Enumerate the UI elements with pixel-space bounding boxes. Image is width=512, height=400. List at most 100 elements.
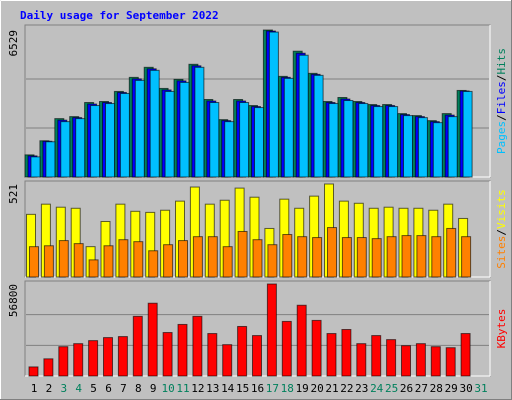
bar xyxy=(445,347,456,377)
bar xyxy=(30,156,41,178)
bar xyxy=(430,346,441,377)
bar xyxy=(267,244,278,278)
x-tick-label: 9 xyxy=(150,382,157,395)
legend-entry: Sites xyxy=(495,236,508,269)
legend: Pages/Files/Hits xyxy=(495,48,508,154)
bar xyxy=(58,240,69,278)
bar xyxy=(358,103,369,178)
bar xyxy=(43,358,54,377)
bar xyxy=(341,329,352,377)
bar xyxy=(252,239,263,278)
bar xyxy=(75,118,86,178)
bar xyxy=(73,343,84,377)
x-tick-label: 27 xyxy=(415,382,428,395)
bar xyxy=(327,227,337,278)
x-tick-label: 2 xyxy=(46,382,53,395)
bar xyxy=(403,115,413,178)
bar xyxy=(268,31,279,178)
bar xyxy=(312,237,323,278)
bar xyxy=(343,100,354,178)
bar xyxy=(326,333,337,377)
bar xyxy=(90,105,101,178)
bar xyxy=(282,234,293,278)
x-tick-label: 21 xyxy=(325,382,338,395)
bar xyxy=(401,345,411,377)
x-tick-label: 18 xyxy=(281,382,294,395)
x-tick-label: 31 xyxy=(474,382,487,395)
bar xyxy=(103,245,114,278)
bar xyxy=(356,343,367,377)
x-tick-label: 8 xyxy=(135,382,142,395)
chart-title: Daily usage for September 2022 xyxy=(20,9,219,22)
legend: Sites/Visits xyxy=(495,189,508,269)
bar xyxy=(105,103,115,178)
bar xyxy=(237,230,248,278)
bar xyxy=(237,325,248,377)
x-tick-label: 25 xyxy=(385,382,398,395)
bar xyxy=(133,241,144,278)
bar xyxy=(266,283,277,377)
bar xyxy=(45,141,56,178)
bar xyxy=(224,121,235,178)
bar xyxy=(179,81,190,178)
bar xyxy=(296,304,307,377)
bar xyxy=(43,245,54,278)
bar xyxy=(388,106,399,178)
bar xyxy=(132,315,143,377)
x-tick-label: 14 xyxy=(221,382,235,395)
bar xyxy=(462,90,473,178)
bar xyxy=(207,333,218,377)
bar xyxy=(149,69,160,178)
bar xyxy=(447,116,458,178)
bar xyxy=(117,336,128,377)
bar xyxy=(373,106,384,178)
bar xyxy=(209,102,220,178)
bar xyxy=(446,227,457,278)
x-tick-label: 30 xyxy=(459,382,472,395)
legend-entry: Hits xyxy=(495,48,508,75)
bar xyxy=(147,302,158,377)
bar xyxy=(239,102,250,178)
legend-separator: / xyxy=(495,75,508,82)
x-tick-label: 23 xyxy=(355,382,368,395)
bar xyxy=(417,117,428,178)
bar xyxy=(311,319,322,377)
bar xyxy=(88,340,99,377)
bar xyxy=(254,107,264,178)
x-tick-label: 19 xyxy=(296,382,309,395)
legend-entry: Files xyxy=(495,81,508,114)
legend-separator: / xyxy=(495,229,508,236)
x-tick-label: 15 xyxy=(236,382,249,395)
legend-entry: KBytes xyxy=(495,309,508,349)
bar xyxy=(29,246,39,278)
x-tick-label: 17 xyxy=(266,382,279,395)
bar xyxy=(178,240,188,278)
bar xyxy=(28,366,39,377)
bar xyxy=(148,250,159,278)
x-tick-label: 29 xyxy=(445,382,458,395)
bar xyxy=(164,90,175,178)
bar xyxy=(341,237,352,278)
bar xyxy=(328,103,339,178)
legend-entry: Visits xyxy=(495,189,508,229)
bar xyxy=(252,335,262,377)
bar xyxy=(386,339,397,377)
x-tick-label: 7 xyxy=(120,382,127,395)
y-tick-label: 6529 xyxy=(7,30,20,57)
bar xyxy=(356,237,367,278)
bar xyxy=(162,332,173,377)
x-tick-label: 16 xyxy=(251,382,264,395)
bar xyxy=(461,236,472,278)
bar xyxy=(416,235,427,278)
bar xyxy=(281,320,292,377)
bar xyxy=(194,66,205,178)
x-tick-label: 20 xyxy=(310,382,323,395)
bar xyxy=(119,92,130,178)
bar xyxy=(371,238,382,278)
bar xyxy=(177,323,188,377)
legend-separator: / xyxy=(495,114,508,121)
x-tick-label: 24 xyxy=(370,382,384,395)
bar xyxy=(103,337,113,377)
x-tick-label: 6 xyxy=(105,382,112,395)
